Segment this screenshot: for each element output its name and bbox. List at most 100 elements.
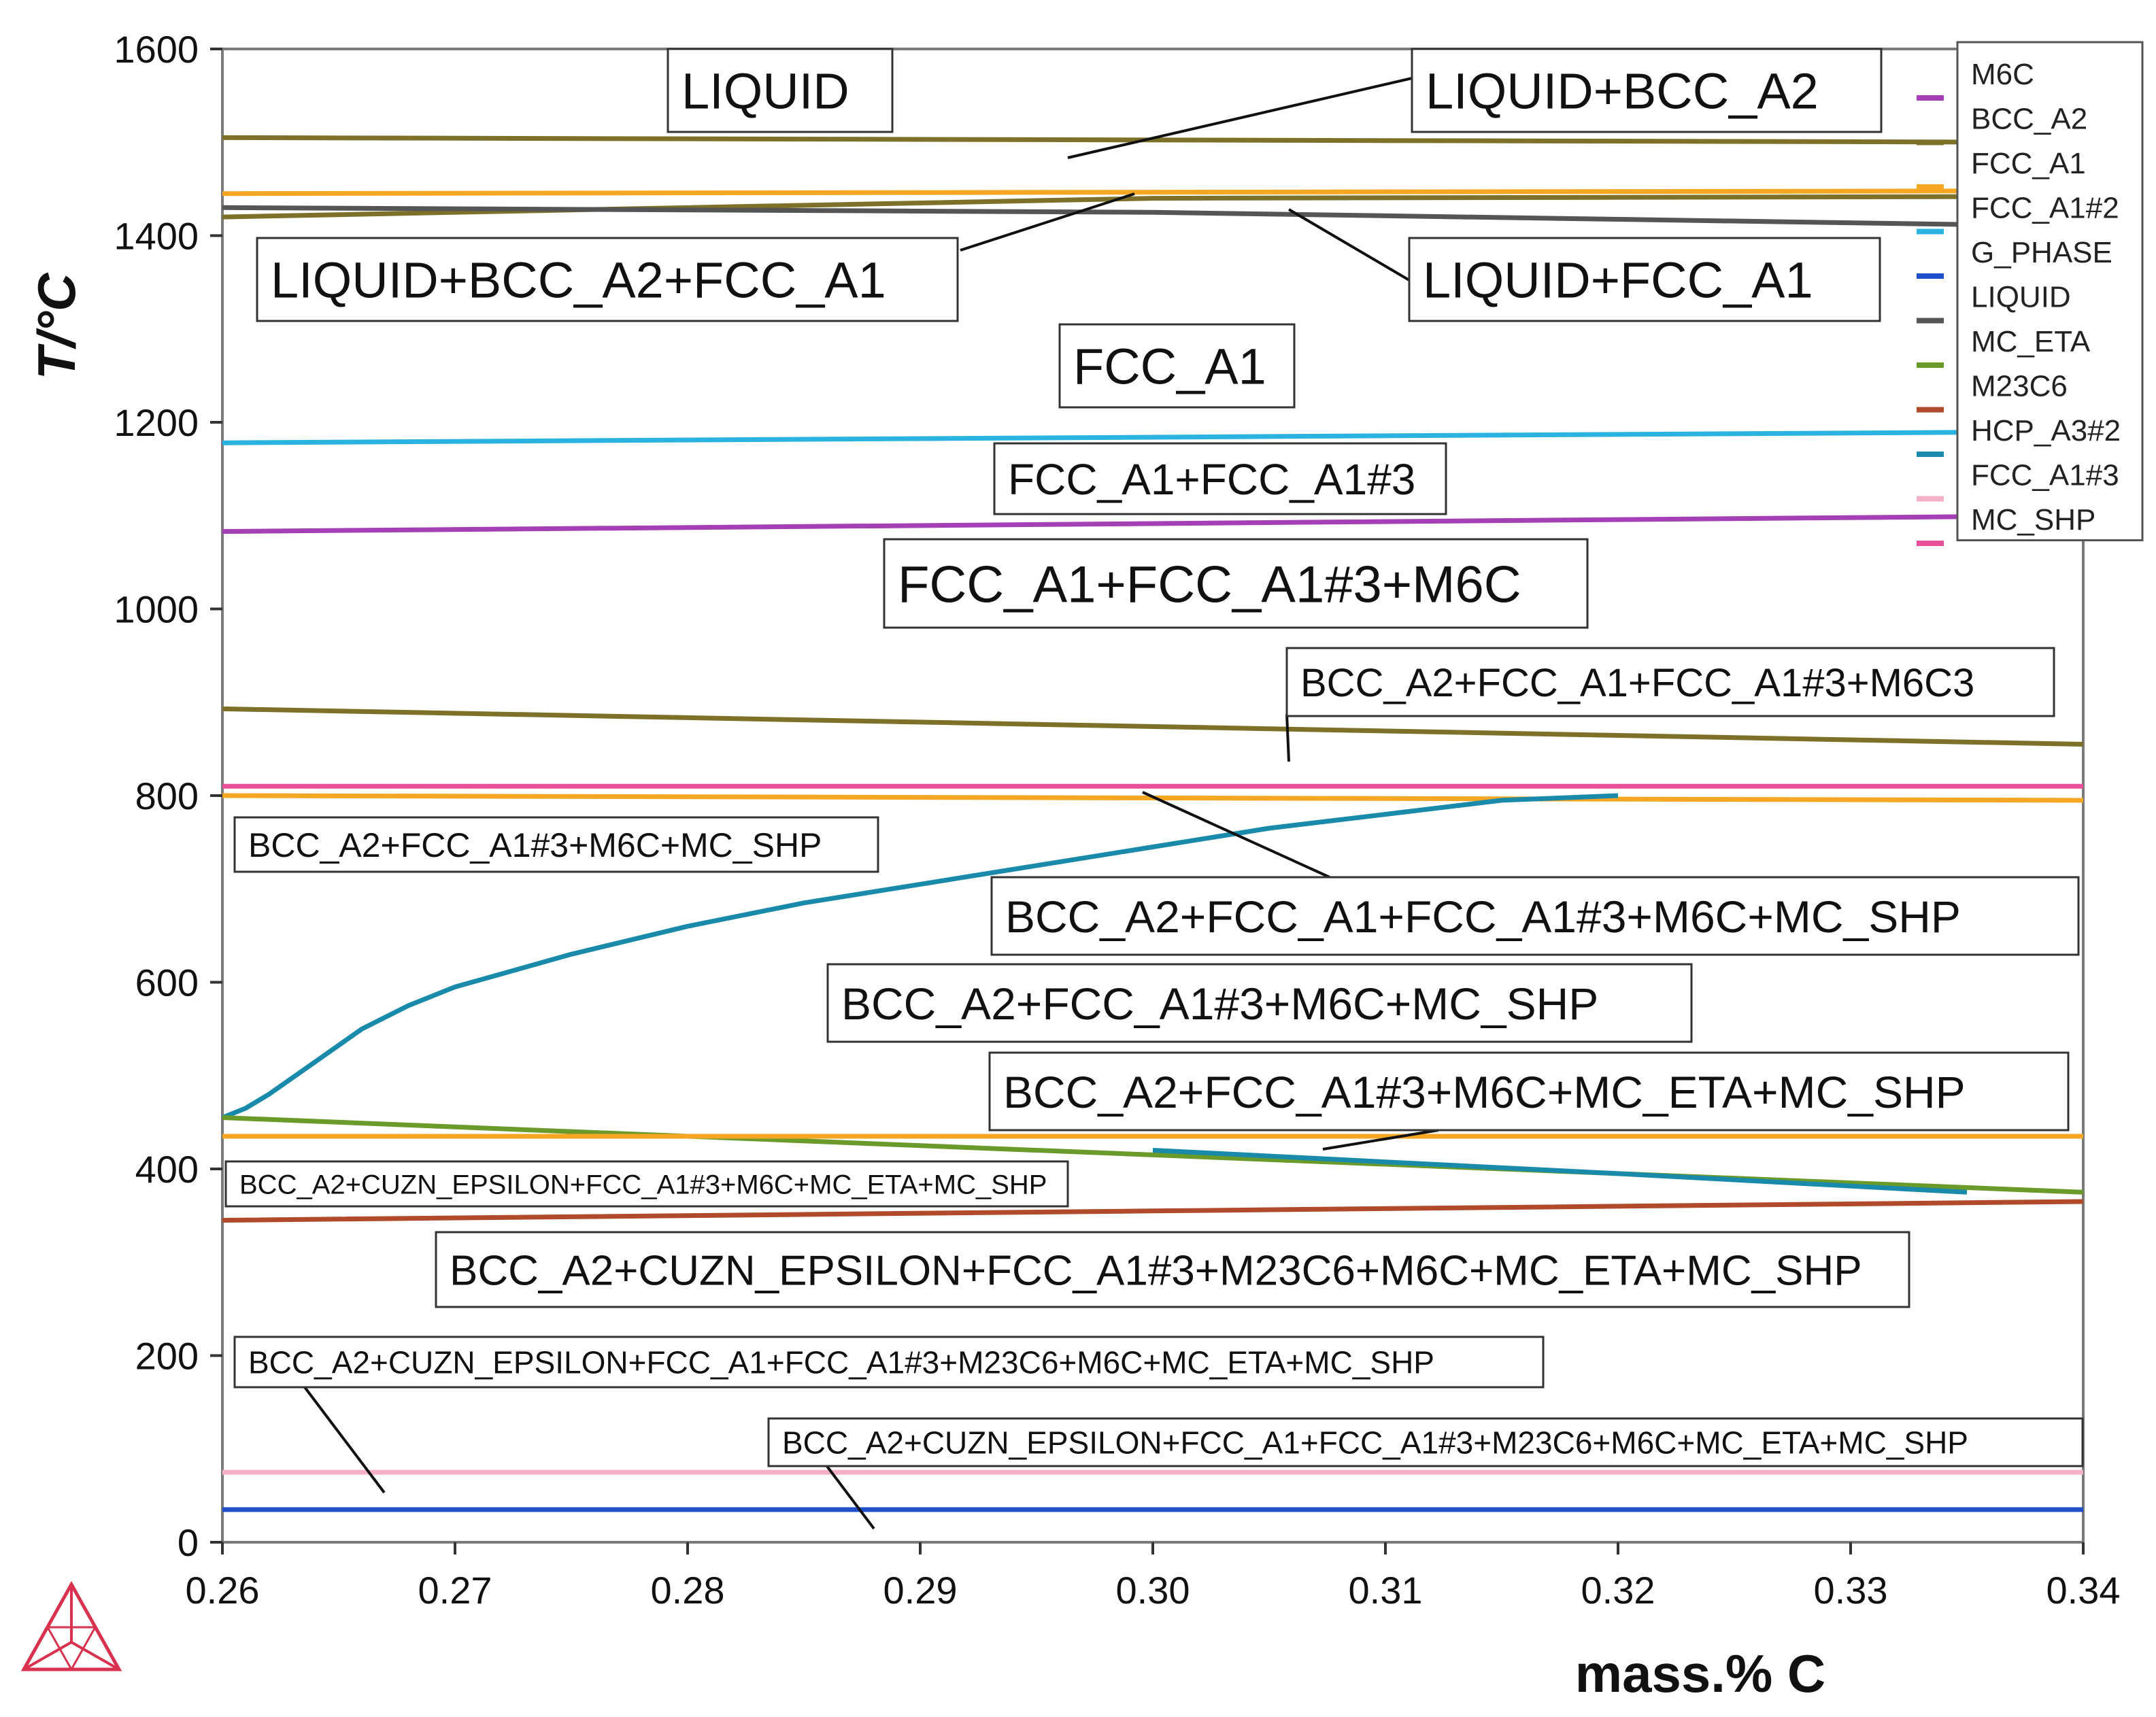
legend-entry: FCC_A1#3 <box>1971 459 2119 492</box>
series-line-6 <box>222 706 2084 747</box>
leader-line <box>1287 208 1411 282</box>
x-tick-label: 0.28 <box>651 1569 725 1612</box>
y-axis-title: T/°C <box>27 272 86 380</box>
leader-line <box>1067 77 1413 159</box>
region-label-box <box>233 1336 1545 1389</box>
y-tick-label: 400 <box>135 1148 199 1191</box>
y-tick-label: 600 <box>135 962 199 1004</box>
axes: 0 200 400 600 800 1000 1200 1400 1600 0.26 0.27 0.2… <box>27 28 2121 1703</box>
region-label: BCC_A2+CUZN_EPSILON+FCC_A1#3+M23C6+M6C+M… <box>435 1231 1910 1308</box>
y-tick-label: 1000 <box>114 588 199 631</box>
legend-entry: BCC_A2 <box>1971 103 2087 136</box>
region-label-text: BCC_A2+FCC_A1+FCC_A1#3+M6C3 <box>1300 661 1974 705</box>
region-label-text: FCC_A1 <box>1073 339 1266 395</box>
y-tick-label: 1400 <box>114 215 199 258</box>
leader-line <box>1322 1129 1439 1151</box>
series-line-3 <box>222 205 2084 229</box>
region-label-text: BCC_A2+CUZN_EPSILON+FCC_A1#3+M23C6+M6C+M… <box>450 1247 1862 1294</box>
legend-entry: FCC_A1 <box>1971 147 2086 180</box>
x-tick-label: 0.27 <box>418 1569 492 1612</box>
series-line-9 <box>221 793 1619 1120</box>
leader-line <box>1142 791 1330 879</box>
x-axis-title: mass.% C <box>1575 1644 1826 1703</box>
region-label-text: BCC_A2+FCC_A1#3+M6C+MC_ETA+MC_SHP <box>1003 1067 1966 1117</box>
region-label-text: FCC_A1+FCC_A1#3 <box>1008 455 1415 504</box>
region-label-box <box>988 1051 2070 1132</box>
region-label-text: LIQUID+BCC_A2+FCC_A1 <box>271 252 886 309</box>
region-label: BCC_A2+FCC_A1+FCC_A1#3+M6C+MC_SHP <box>990 876 2080 956</box>
region-label-text: BCC_A2+CUZN_EPSILON+FCC_A1+FCC_A1#3+M23C… <box>248 1345 1434 1380</box>
y-tick-label: 1200 <box>114 401 199 444</box>
y-tick-label: 200 <box>135 1335 199 1378</box>
region-label: BCC_A2+CUZN_EPSILON+FCC_A1+FCC_A1#3+M23C… <box>767 1417 2084 1467</box>
region-label: LIQUID+FCC_A1 <box>1408 237 1881 322</box>
legend-entry: MC_SHP <box>1971 503 2095 537</box>
series-line-13 <box>222 1199 2084 1223</box>
region-label-text: BCC_A2+FCC_A1#3+M6C+MC_SHP <box>841 979 1598 1029</box>
x-tick-label: 0.32 <box>1581 1569 1655 1612</box>
region-label: FCC_A1+FCC_A1#3 <box>993 442 1447 515</box>
y-tick-label: 1600 <box>114 28 199 71</box>
series-line-4 <box>222 429 2084 445</box>
legend-entry: M23C6 <box>1971 370 2068 403</box>
legend-box <box>1956 41 2144 541</box>
region-label-box <box>883 538 1589 629</box>
region-label-text: FCC_A1+FCC_A1#3+M6C <box>898 556 1521 613</box>
legend-entry: MC_ETA <box>1971 325 2091 358</box>
region-label-box <box>993 442 1447 515</box>
leader-line <box>303 1386 386 1494</box>
x-tick-label: 0.33 <box>1814 1569 1888 1612</box>
x-tick-label: 0.31 <box>1349 1569 1423 1612</box>
series-line-5 <box>222 513 2084 534</box>
region-label: BCC_A2+FCC_A1#3+M6C+MC_SHP <box>233 816 879 873</box>
legend-entry: FCC_A1#2 <box>1971 192 2119 225</box>
region-label: BCC_A2+CUZN_EPSILON+FCC_A1+FCC_A1#3+M23C… <box>233 1336 1545 1389</box>
region-label-text: BCC_A2+FCC_A1#3+M6C+MC_SHP <box>248 826 822 864</box>
leader-line <box>960 192 1135 252</box>
series-line-12 <box>1152 1148 1968 1195</box>
series-line-1 <box>222 188 2084 197</box>
region-label: LIQUID+BCC_A2 <box>1411 48 1883 133</box>
region-label-box <box>667 48 894 133</box>
region-label-box <box>435 1231 1910 1308</box>
region-label-text: LIQUID <box>681 63 849 120</box>
x-tick-label: 0.34 <box>2046 1569 2121 1612</box>
region-label-text: BCC_A2+FCC_A1+FCC_A1#3+M6C+MC_SHP <box>1005 891 1961 942</box>
region-label: BCC_A2+FCC_A1+FCC_A1#3+M6C3 <box>1285 647 2055 717</box>
region-label: BCC_A2+CUZN_EPSILON+FCC_A1#3+M6C+MC_ETA+… <box>224 1160 1069 1208</box>
thermo-calc-logo-icon <box>20 1580 122 1671</box>
region-label: LIQUID+BCC_A2+FCC_A1 <box>256 237 959 322</box>
legend-entry: M6C <box>1971 58 2034 91</box>
legend: M6C BCC_A2 FCC_A1 FCC_A1#2 G_PHASE LIQUID MC_E… <box>1917 41 2144 546</box>
region-label-text: BCC_A2+CUZN_EPSILON+FCC_A1+FCC_A1#3+M23C… <box>782 1425 1968 1461</box>
region-label: BCC_A2+FCC_A1#3+M6C+MC_ETA+MC_SHP <box>988 1051 2070 1132</box>
legend-entry: HCP_A3#2 <box>1971 414 2121 447</box>
region-label-box <box>990 876 2080 956</box>
region-labels: LIQUID LIQUID+BCC_A2 LIQUID+BCC_A2+FCC_A1 L… <box>224 48 2084 1467</box>
region-label-text: LIQUID+FCC_A1 <box>1423 252 1813 309</box>
region-label-box <box>1411 48 1883 133</box>
region-label-text: LIQUID+BCC_A2 <box>1426 63 1819 120</box>
y-tick-label: 0 <box>178 1521 199 1564</box>
region-label-box <box>826 963 1693 1043</box>
region-label-box <box>224 1160 1069 1208</box>
region-label-box <box>1408 237 1881 322</box>
legend-entry: G_PHASE <box>1971 236 2112 269</box>
x-tick-label: 0.29 <box>883 1569 958 1612</box>
region-label: FCC_A1 <box>1058 323 1296 409</box>
region-label: LIQUID <box>667 48 894 133</box>
region-label-text: BCC_A2+CUZN_EPSILON+FCC_A1#3+M6C+MC_ETA+… <box>239 1170 1047 1200</box>
legend-entry: LIQUID <box>1971 281 2071 314</box>
region-label: FCC_A1+FCC_A1#3+M6C <box>883 538 1589 629</box>
x-tick-label: 0.26 <box>186 1569 260 1612</box>
leader-line <box>825 1464 875 1530</box>
leader-lines <box>303 77 1439 1530</box>
leader-line <box>1285 713 1290 762</box>
region-label-box <box>1058 323 1296 409</box>
region-label: BCC_A2+FCC_A1#3+M6C+MC_SHP <box>826 963 1693 1043</box>
y-tick-label: 800 <box>135 775 199 817</box>
region-label-box <box>1285 647 2055 717</box>
x-tick-label: 0.30 <box>1116 1569 1190 1612</box>
region-label-box <box>233 816 879 873</box>
